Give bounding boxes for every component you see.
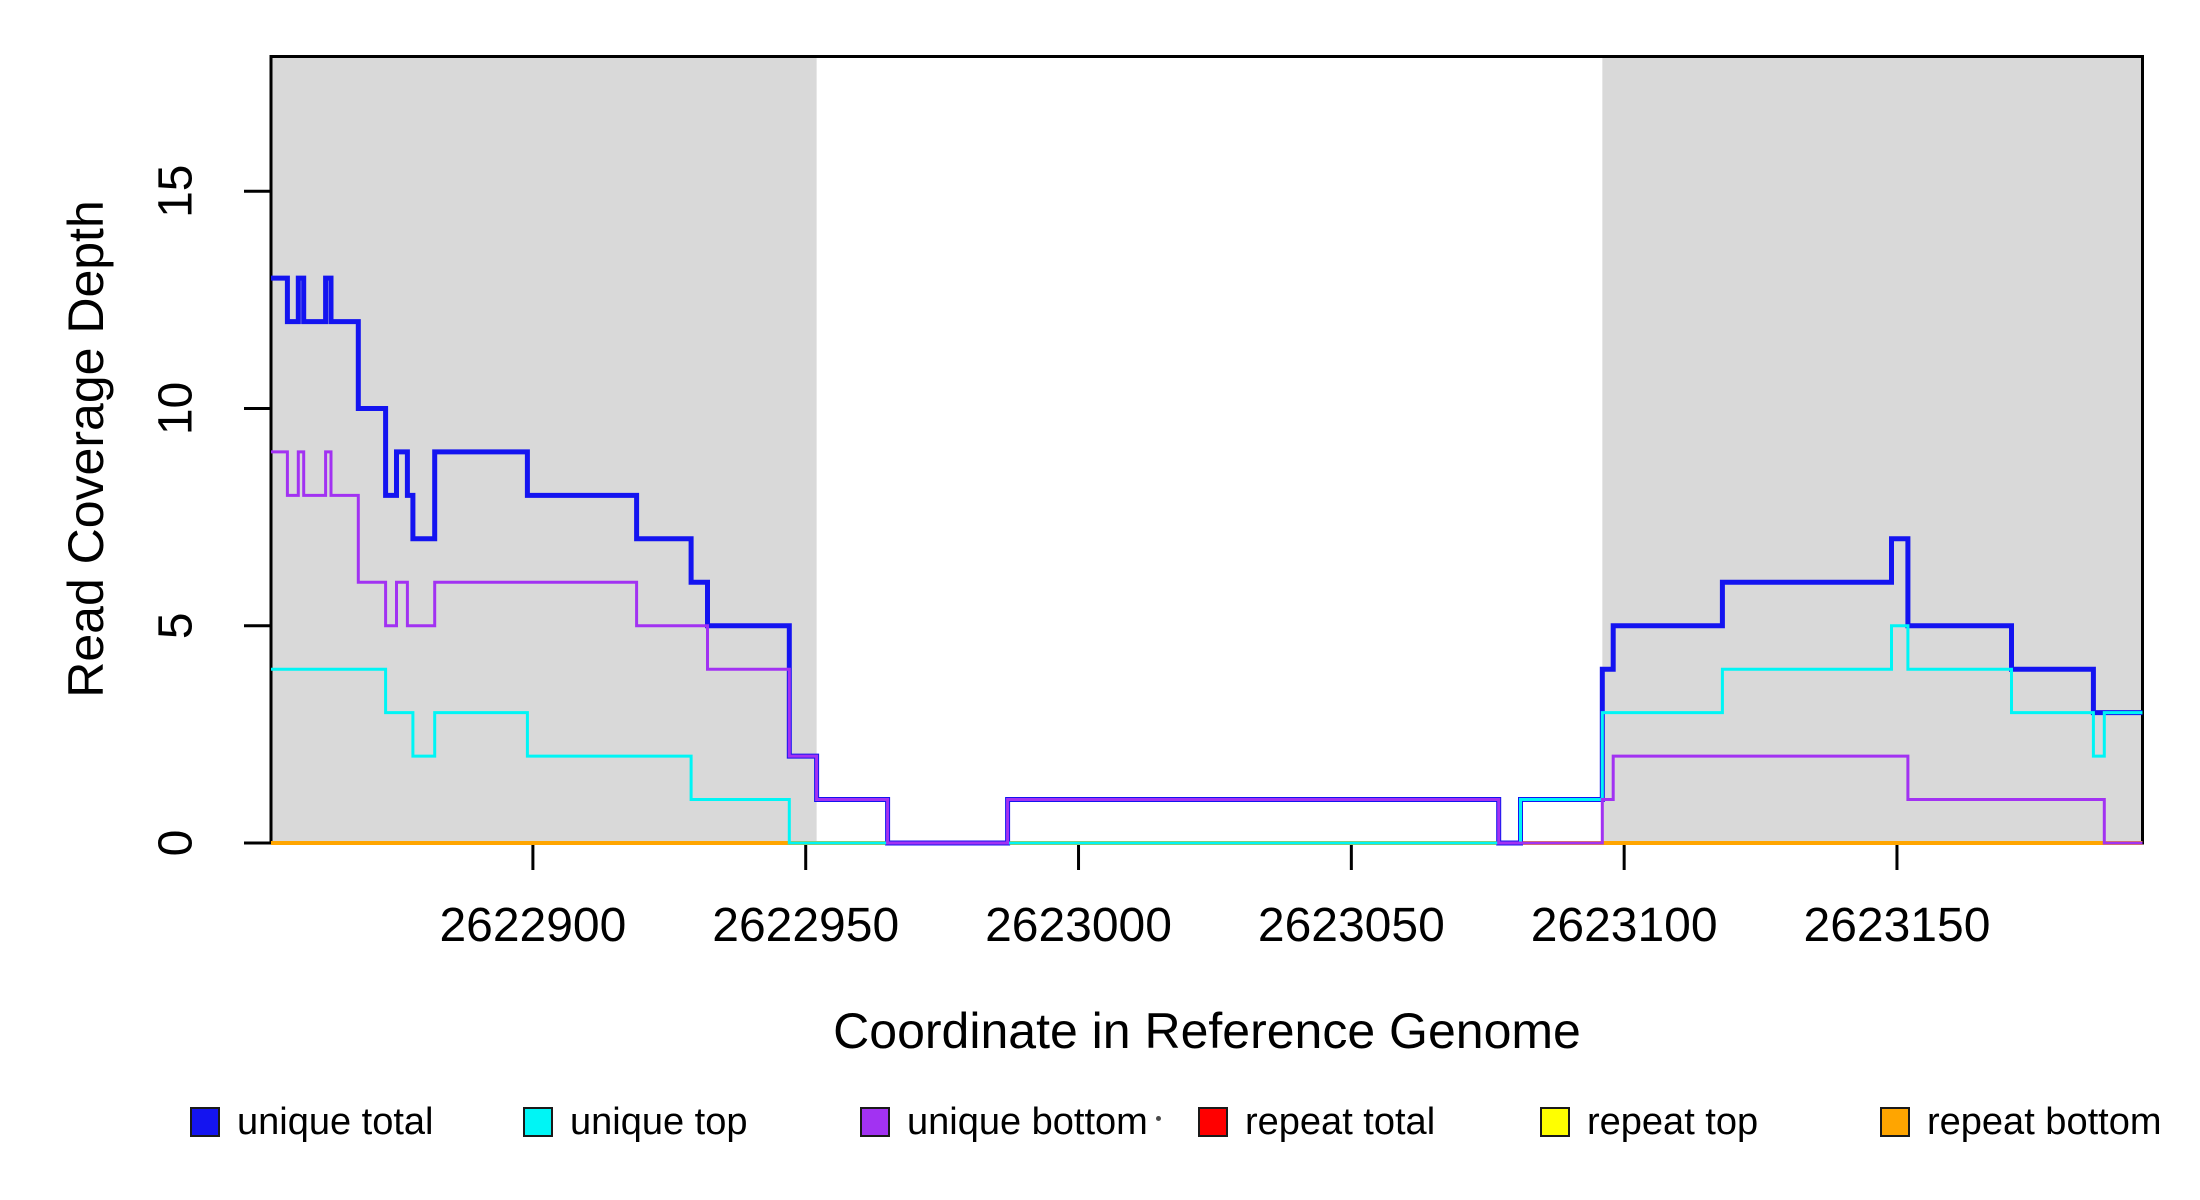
series-line-unique-total [271, 275, 2143, 846]
repeat-top-swatch-icon [1540, 1107, 1570, 1137]
legend-item-repeat-top: repeat top [1540, 1098, 1758, 1146]
series-line-unique-bottom [271, 450, 2143, 845]
y-axis-title: Read Coverage Depth [58, 200, 114, 698]
unique-top-swatch-icon [523, 1107, 553, 1137]
repeat-total-swatch-icon [1198, 1107, 1228, 1137]
legend-item-repeat-total: repeat total [1198, 1098, 1435, 1146]
legend: unique total unique top unique bottom re… [0, 1098, 2200, 1148]
y-tick-label: 0 [150, 830, 203, 857]
shaded-regions [271, 56, 2143, 843]
y-tick-label: 5 [150, 612, 203, 639]
x-tick-label: 2622900 [439, 899, 626, 952]
x-axis-title: Coordinate in Reference Genome [833, 1003, 1581, 1059]
legend-item-unique-top: unique top [523, 1098, 748, 1146]
y-tick-label: 10 [150, 382, 203, 435]
legend-label: unique top [570, 1100, 748, 1143]
repeat-bottom-swatch-icon [1880, 1107, 1910, 1137]
x-tick-label: 2622950 [712, 899, 899, 952]
series-lines [271, 275, 2143, 846]
y-axis: 0 5 10 15 [150, 165, 271, 857]
y-tick-label: 15 [150, 165, 203, 218]
unique-bottom-swatch-icon [860, 1107, 890, 1137]
legend-label: repeat bottom [1927, 1100, 2162, 1143]
legend-label: repeat total [1245, 1100, 1436, 1143]
stray-dot-artifact [1156, 1116, 1161, 1121]
legend-label: unique bottom [907, 1100, 1148, 1143]
legend-item-unique-total: unique total [190, 1098, 434, 1146]
x-tick-label: 2623150 [1804, 899, 1991, 952]
x-axis: 2622900 2622950 2623000 2623050 2623100 26231… [439, 843, 1990, 952]
series-line-unique-top [271, 624, 2143, 845]
legend-label: unique total [237, 1100, 434, 1143]
x-tick-label: 2623050 [1258, 899, 1445, 952]
x-tick-label: 2623100 [1531, 899, 1718, 952]
legend-item-repeat-bottom: repeat bottom [1880, 1098, 2161, 1146]
left-shaded-region [271, 56, 817, 843]
legend-item-unique-bottom: unique bottom [860, 1098, 1148, 1146]
unique-total-swatch-icon [190, 1107, 220, 1137]
right-shaded-region [1602, 56, 2143, 843]
x-tick-label: 2623000 [985, 899, 1172, 952]
legend-label: repeat top [1587, 1100, 1759, 1143]
